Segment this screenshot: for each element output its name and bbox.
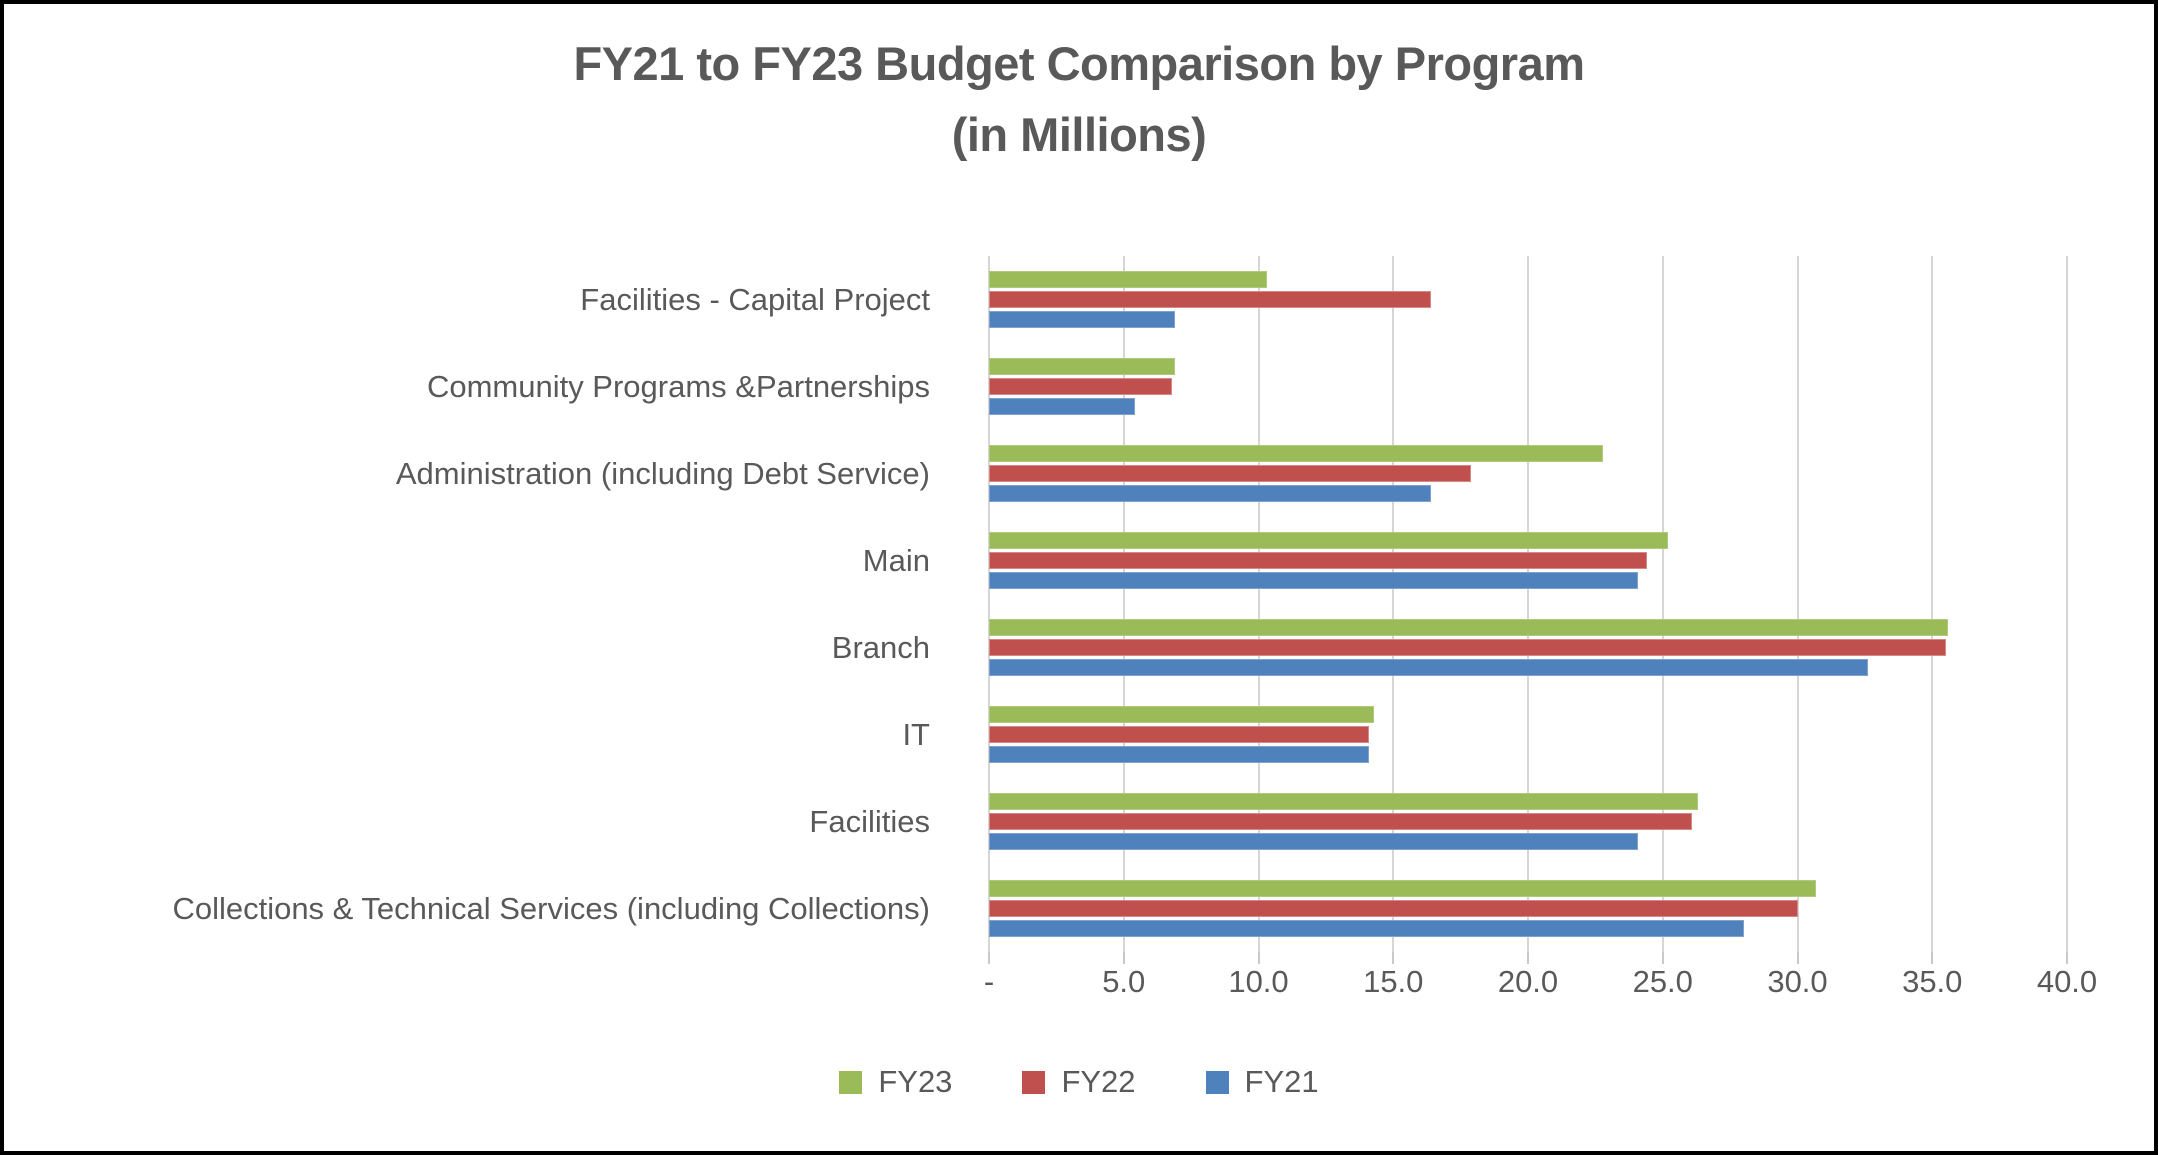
axis-tick-mark <box>1527 952 1529 964</box>
bar-fy23 <box>989 880 1817 897</box>
chart-title-line1: FY21 to FY23 Budget Comparison by Progra… <box>573 37 1585 90</box>
bar-group-row <box>989 865 2067 952</box>
gridline <box>1661 256 1664 952</box>
bar-fy21 <box>989 485 1431 502</box>
chart-title: FY21 to FY23 Budget Comparison by Progra… <box>4 28 2154 171</box>
legend-swatch-fy23-icon <box>839 1070 863 1094</box>
bar-fy23 <box>989 271 1267 288</box>
legend-label: FY23 <box>878 1064 953 1099</box>
bar-fy21 <box>989 398 1135 415</box>
axis-tick-mark <box>1122 952 1125 964</box>
bar-group-row <box>989 778 2067 865</box>
x-tick-label: 35.0 <box>1902 964 1963 999</box>
category-label: Facilities <box>809 803 930 839</box>
bar-fy23 <box>989 706 1375 723</box>
legend-item-fy21: FY21 <box>1205 1064 1319 1100</box>
gridline <box>1931 256 1934 952</box>
bar-fy21 <box>989 659 1868 676</box>
bar-group-row <box>989 691 2067 778</box>
bar-fy21 <box>989 833 1639 850</box>
gridline <box>1796 256 1799 952</box>
legend-item-fy23: FY23 <box>839 1064 952 1100</box>
bar-group-row <box>989 604 2067 691</box>
bar-group-row <box>989 343 2067 430</box>
bar-fy23 <box>989 793 1698 810</box>
axis-tick-mark <box>1257 952 1260 964</box>
category-label: Collections & Technical Services (includ… <box>172 890 930 926</box>
gridline <box>1257 256 1260 952</box>
category-label: Community Programs &Partnerships <box>426 368 930 404</box>
category-label: Branch <box>831 629 930 665</box>
bar-fy21 <box>989 572 1639 589</box>
category-axis-labels: Facilities - Capital Project Community Pr… <box>4 256 956 952</box>
axis-tick-mark <box>1931 952 1934 964</box>
plot-area <box>988 256 2068 964</box>
axis-tick-mark <box>2066 952 2068 964</box>
category-label: IT <box>902 716 930 752</box>
legend: FY23 FY22 FY21 <box>4 1064 2154 1100</box>
axis-tick-mark <box>988 952 990 964</box>
bar-fy23 <box>989 358 1175 375</box>
x-tick-label: 15.0 <box>1363 964 1424 999</box>
category-label: Main <box>862 542 930 578</box>
x-tick-label: 30.0 <box>1767 964 1828 999</box>
bar-fy22 <box>989 378 1173 395</box>
gridline <box>1392 256 1395 952</box>
bar-fy22 <box>989 465 1472 482</box>
bar-fy22 <box>989 900 1798 917</box>
bar-group-row <box>989 517 2067 604</box>
legend-swatch-fy22-icon <box>1022 1070 1046 1094</box>
bar-fy22 <box>989 552 1647 569</box>
x-tick-label: 5.0 <box>1102 964 1146 999</box>
bar-group-row <box>989 256 2067 343</box>
bar-fy22 <box>989 813 1693 830</box>
gridline <box>1122 256 1125 952</box>
bar-fy22 <box>989 639 1946 656</box>
bar-fy23 <box>989 619 1949 636</box>
x-tick-label: - <box>983 964 995 999</box>
bar-fy23 <box>989 445 1604 462</box>
axis-tick-mark <box>1796 952 1799 964</box>
category-label: Facilities - Capital Project <box>580 281 930 317</box>
legend-item-fy22: FY22 <box>1022 1064 1136 1100</box>
axis-tick-mark <box>1392 952 1395 964</box>
bar-fy22 <box>989 291 1431 308</box>
bar-fy21 <box>989 311 1175 328</box>
x-tick-label: 25.0 <box>1632 964 1693 999</box>
x-axis-tick-labels: - 5.0 10.0 15.0 20.0 25.0 30.0 35.0 40.0 <box>984 964 2097 1010</box>
gridline <box>2066 256 2068 952</box>
legend-swatch-fy21-icon <box>1205 1070 1229 1094</box>
legend-label: FY22 <box>1061 1064 1136 1099</box>
bar-fy23 <box>989 532 1669 549</box>
bar-fy22 <box>989 726 1369 743</box>
gridline <box>1527 256 1529 952</box>
x-tick-label: 20.0 <box>1497 964 1559 999</box>
bar-fy21 <box>989 920 1744 937</box>
bar-group-row <box>989 430 2067 517</box>
x-tick-label: 10.0 <box>1228 964 1289 999</box>
gridline <box>988 256 990 952</box>
category-label: Administration (including Debt Service) <box>395 455 930 491</box>
legend-label: FY21 <box>1244 1064 1319 1099</box>
axis-tick-mark <box>1661 952 1664 964</box>
bar-fy21 <box>989 746 1369 763</box>
x-tick-label: 40.0 <box>2036 964 2098 999</box>
chart-title-line2: (in Millions) <box>951 108 1207 162</box>
